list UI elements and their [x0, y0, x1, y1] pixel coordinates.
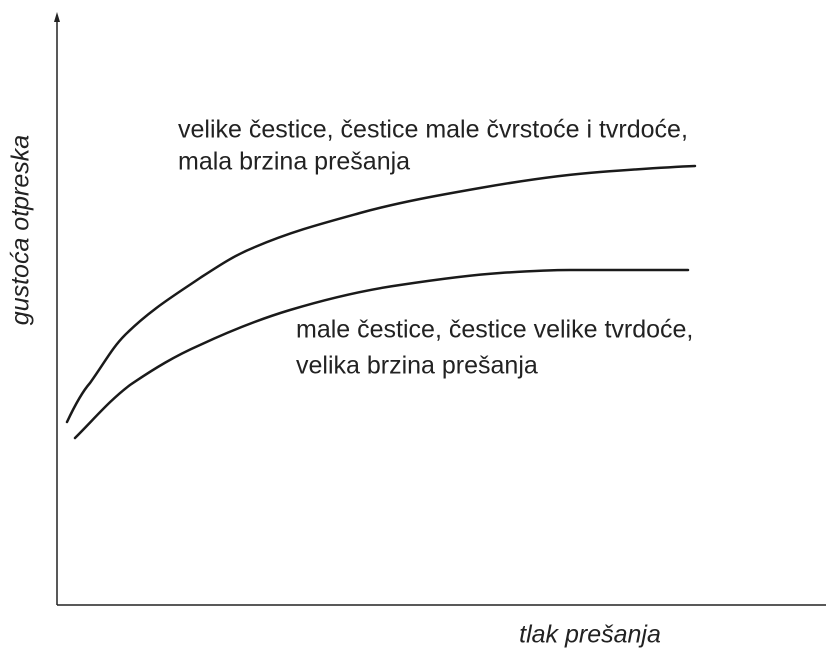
x-axis-label: tlak prešanja	[519, 621, 661, 649]
annotation-line: male čestice, čestice velike tvrdoće,	[296, 316, 693, 344]
annotation-line: velika brzina prešanja	[296, 352, 538, 380]
annotation-line: velike čestice, čestice male čvrstoće i …	[178, 116, 688, 144]
upper-curve	[65, 164, 697, 424]
annotation-line: mala brzina prešanja	[178, 148, 410, 176]
y-axis-label: gustoća otpreska	[7, 135, 35, 325]
y-axis-arrow	[54, 12, 60, 22]
lower-curve	[73, 268, 690, 440]
